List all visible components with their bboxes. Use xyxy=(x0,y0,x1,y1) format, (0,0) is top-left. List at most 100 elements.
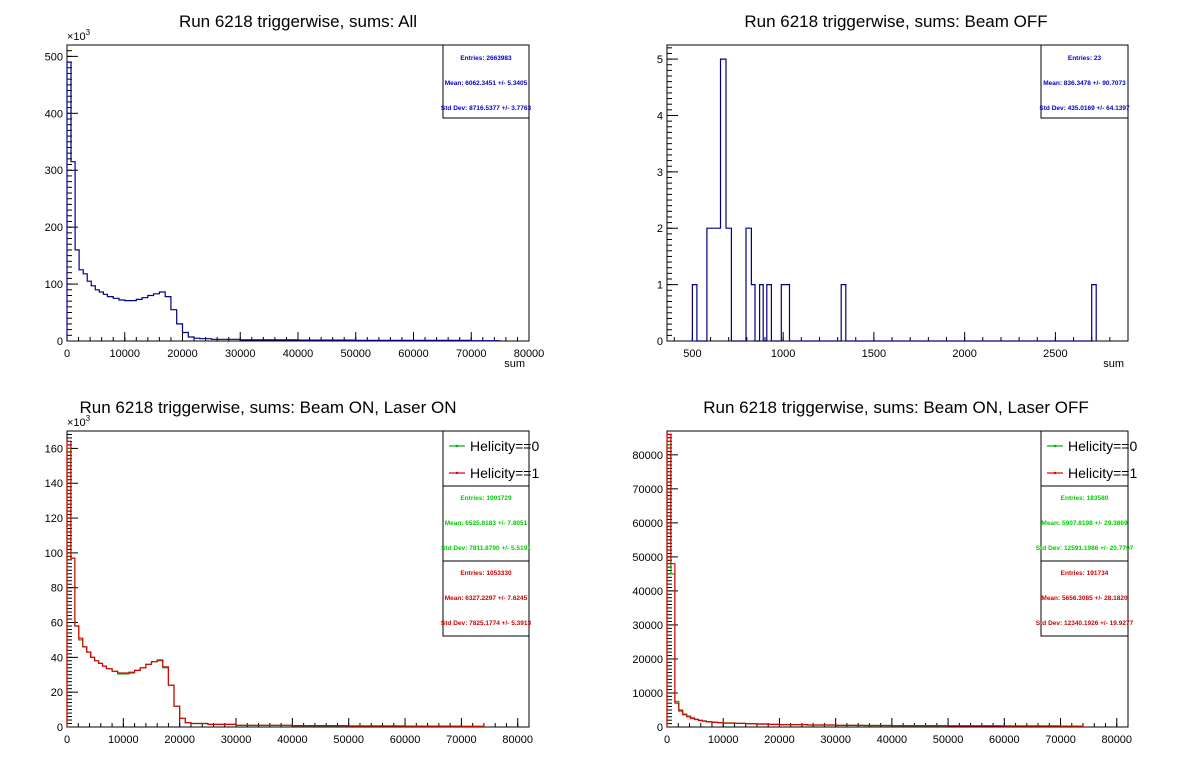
stats-line: Entries: 23 xyxy=(1068,55,1102,62)
x-tick-label: 10000 xyxy=(109,348,140,360)
y-tick-label: 5 xyxy=(657,54,663,66)
legend-label: Helicity==0 xyxy=(470,438,539,454)
histogram-panel-4: Run 6218 triggerwise, sums: Beam ON, Las… xyxy=(632,398,1137,746)
y-tick-label: 40 xyxy=(51,652,63,664)
y-tick-label: 0 xyxy=(57,336,63,348)
legend-label: Helicity==1 xyxy=(1068,465,1137,481)
x-tick-label: 50000 xyxy=(340,348,371,360)
y-tick-label: 0 xyxy=(57,722,63,734)
y-tick-label: 60000 xyxy=(632,518,663,530)
y-tick-label: 140 xyxy=(45,478,63,490)
stats-line: Std Dev: 12591.1986 +/- 20.7797 xyxy=(1036,545,1134,552)
x-tick-label: 2000 xyxy=(952,348,976,360)
stats-line: Mean: 6062.3451 +/- 5.3405 xyxy=(445,80,528,87)
histogram-series-1 xyxy=(667,445,1083,727)
x-tick-label: 0 xyxy=(64,734,70,746)
stats-line: Entries: 1001729 xyxy=(460,495,512,502)
y-exponent-label: ×103 xyxy=(67,414,91,429)
x-tick-label: 20000 xyxy=(164,734,195,746)
y-tick-label: 100 xyxy=(45,548,63,560)
x-tick-label: 50000 xyxy=(933,734,964,746)
legend-label: Helicity==0 xyxy=(1068,438,1137,454)
histogram-series-1 xyxy=(67,448,484,727)
y-tick-label: 30000 xyxy=(632,620,663,632)
x-tick-label: 0 xyxy=(664,734,670,746)
stats-line: Entries: 1053330 xyxy=(460,570,512,577)
x-tick-label: 1500 xyxy=(862,348,886,360)
stats-line: Mean: 836.3478 +/- 90.7073 xyxy=(1043,80,1126,87)
y-tick-label: 200 xyxy=(45,222,63,234)
stats-line: Std Dev: 435.0169 +/- 64.1397 xyxy=(1039,105,1130,112)
y-tick-label: 80000 xyxy=(632,450,663,462)
stats-line: Mean: 6327.2297 +/- 7.6245 xyxy=(445,595,528,602)
chart-title: Run 6218 triggerwise, sums: All xyxy=(179,12,417,31)
legend-swatch-marker xyxy=(456,445,458,447)
stats-line: Std Dev: 7825.1774 +/- 5.3913 xyxy=(441,620,532,627)
x-tick-label: 70000 xyxy=(1045,734,1076,746)
x-tick-label: 1000 xyxy=(771,348,795,360)
x-tick-label: 30000 xyxy=(225,348,256,360)
histogram-panel-1: Run 6218 triggerwise, sums: All 0 10000 200… xyxy=(45,12,545,370)
stats-line: Mean: 5907.8198 +/- 29.3869 xyxy=(1041,520,1128,527)
chart-title: Run 6218 triggerwise, sums: Beam OFF xyxy=(744,12,1047,31)
x-tick-label: 50000 xyxy=(333,734,364,746)
y-tick-label: 10000 xyxy=(632,688,663,700)
x-tick-label: 70000 xyxy=(456,348,487,360)
y-tick-label: 120 xyxy=(45,513,63,525)
x-tick-label: 80000 xyxy=(1101,734,1132,746)
y-tick-label: 80 xyxy=(51,583,63,595)
x-tick-label: 60000 xyxy=(398,348,429,360)
legend-swatch-marker xyxy=(1054,445,1056,447)
y-tick-label: 70000 xyxy=(632,484,663,496)
x-tick-label: 30000 xyxy=(221,734,252,746)
x-tick-label: 40000 xyxy=(877,734,908,746)
histogram-panel-3: Run 6218 triggerwise, sums: Beam ON, Las… xyxy=(45,398,540,746)
stats-line: Std Dev: 12340.1926 +/- 19.9277 xyxy=(1036,620,1134,627)
x-tick-label: 0 xyxy=(64,348,70,360)
legend-swatch-marker xyxy=(1054,472,1056,474)
x-tick-label: 60000 xyxy=(390,734,421,746)
y-tick-label: 50000 xyxy=(632,552,663,564)
y-tick-label: 100 xyxy=(45,279,63,291)
y-tick-label: 0 xyxy=(657,722,663,734)
y-tick-label: 2 xyxy=(657,223,663,235)
x-tick-label: 40000 xyxy=(277,734,308,746)
x-tick-label: 70000 xyxy=(446,734,477,746)
x-tick-label: 10000 xyxy=(108,734,139,746)
histogram-panel-2: Run 6218 triggerwise, sums: Beam OFF 500 1… xyxy=(657,12,1130,370)
x-tick-label: 20000 xyxy=(764,734,795,746)
chart-title: Run 6218 triggerwise, sums: Beam ON, Las… xyxy=(80,398,457,417)
x-tick-label: 10000 xyxy=(708,734,739,746)
y-tick-label: 4 xyxy=(657,110,663,122)
x-tick-label: 2500 xyxy=(1043,348,1067,360)
y-tick-label: 60 xyxy=(51,618,63,630)
stats-line: Entries: 191734 xyxy=(1061,570,1109,577)
stats-line: Entries: 2663983 xyxy=(460,55,512,62)
y-tick-label: 0 xyxy=(657,336,663,348)
stats-line: Std Dev: 7811.8790 +/- 5.5191 xyxy=(441,545,531,552)
legend-swatch-marker xyxy=(456,472,458,474)
histogram-series-1 xyxy=(67,62,500,341)
y-tick-label: 300 xyxy=(45,165,63,177)
x-tick-label: 60000 xyxy=(989,734,1020,746)
x-axis-label: sum xyxy=(1103,358,1124,370)
stats-line: Mean: 6525.8183 +/- 7.8051 xyxy=(445,520,528,527)
stats-line: Mean: 5656.3085 +/- 28.1820 xyxy=(1041,595,1128,602)
x-tick-label: 500 xyxy=(683,348,701,360)
histogram-series-1 xyxy=(692,59,1096,341)
y-tick-label: 3 xyxy=(657,167,663,179)
x-tick-label: 80000 xyxy=(502,734,533,746)
stats-line: Std Dev: 8716.5377 +/- 3.7763 xyxy=(441,105,532,112)
y-tick-label: 1 xyxy=(657,280,663,292)
chart-title: Run 6218 triggerwise, sums: Beam ON, Las… xyxy=(703,398,1088,417)
y-tick-label: 20 xyxy=(51,687,63,699)
y-exponent-label: ×103 xyxy=(67,28,91,43)
histogram-series-2 xyxy=(667,434,1083,727)
y-tick-label: 500 xyxy=(45,51,63,63)
legend-label: Helicity==1 xyxy=(470,465,539,481)
y-tick-label: 400 xyxy=(45,108,63,120)
x-tick-label: 30000 xyxy=(820,734,851,746)
y-tick-label: 40000 xyxy=(632,586,663,598)
x-axis-label: sum xyxy=(504,358,525,370)
